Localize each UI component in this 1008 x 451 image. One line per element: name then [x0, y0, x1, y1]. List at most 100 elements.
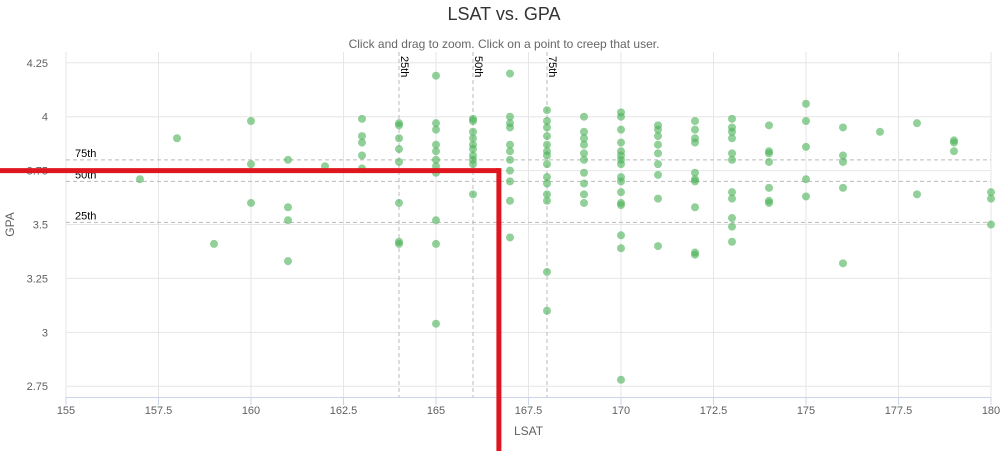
- data-point[interactable]: [617, 138, 625, 147]
- data-point[interactable]: [432, 147, 440, 156]
- data-point[interactable]: [728, 222, 736, 231]
- data-point[interactable]: [913, 190, 921, 199]
- data-point[interactable]: [728, 188, 736, 197]
- data-point[interactable]: [802, 117, 810, 125]
- data-point[interactable]: [543, 140, 551, 149]
- data-point[interactable]: [358, 138, 366, 147]
- data-point[interactable]: [654, 170, 662, 179]
- data-point[interactable]: [839, 123, 847, 132]
- data-point[interactable]: [580, 168, 588, 177]
- data-point[interactable]: [358, 132, 366, 141]
- data-point[interactable]: [728, 237, 736, 246]
- data-point[interactable]: [987, 194, 995, 203]
- data-point[interactable]: [469, 190, 477, 199]
- data-point[interactable]: [580, 198, 588, 207]
- data-point[interactable]: [728, 214, 736, 223]
- data-point[interactable]: [506, 112, 514, 121]
- data-point[interactable]: [728, 149, 736, 158]
- data-point[interactable]: [802, 142, 810, 151]
- data-point[interactable]: [691, 168, 699, 177]
- data-point[interactable]: [617, 112, 625, 121]
- data-point[interactable]: [543, 123, 551, 132]
- data-point[interactable]: [580, 149, 588, 158]
- data-point[interactable]: [358, 114, 366, 123]
- data-point[interactable]: [284, 203, 292, 212]
- data-point[interactable]: [580, 140, 588, 149]
- data-point[interactable]: [654, 132, 662, 141]
- data-point[interactable]: [617, 125, 625, 134]
- data-point[interactable]: [728, 114, 736, 123]
- data-point[interactable]: [395, 239, 403, 248]
- data-point[interactable]: [617, 244, 625, 253]
- data-point[interactable]: [691, 203, 699, 212]
- data-point[interactable]: [358, 151, 366, 160]
- data-point[interactable]: [691, 125, 699, 134]
- data-point[interactable]: [395, 121, 403, 130]
- data-point[interactable]: [543, 117, 551, 125]
- data-point[interactable]: [580, 155, 588, 164]
- data-point[interactable]: [173, 134, 181, 143]
- data-point[interactable]: [432, 155, 440, 164]
- data-point[interactable]: [543, 190, 551, 199]
- data-point[interactable]: [765, 149, 773, 158]
- data-point[interactable]: [469, 145, 477, 154]
- data-point[interactable]: [765, 198, 773, 207]
- data-point[interactable]: [654, 242, 662, 251]
- data-point[interactable]: [543, 196, 551, 205]
- data-point[interactable]: [580, 134, 588, 143]
- data-point[interactable]: [839, 151, 847, 160]
- data-point[interactable]: [987, 188, 995, 197]
- data-point[interactable]: [543, 267, 551, 276]
- data-point[interactable]: [506, 69, 514, 78]
- data-point[interactable]: [802, 99, 810, 108]
- data-point[interactable]: [765, 121, 773, 130]
- data-point[interactable]: [432, 239, 440, 248]
- data-point[interactable]: [654, 149, 662, 158]
- data-point[interactable]: [395, 198, 403, 207]
- data-point[interactable]: [691, 138, 699, 147]
- data-point[interactable]: [543, 132, 551, 141]
- data-point[interactable]: [395, 145, 403, 154]
- data-point[interactable]: [839, 183, 847, 192]
- data-point[interactable]: [136, 175, 144, 184]
- data-point[interactable]: [654, 140, 662, 149]
- data-point[interactable]: [284, 216, 292, 225]
- data-point[interactable]: [432, 71, 440, 80]
- data-point[interactable]: [617, 188, 625, 197]
- data-point[interactable]: [506, 233, 514, 242]
- data-point[interactable]: [802, 175, 810, 184]
- data-point[interactable]: [728, 127, 736, 136]
- data-point[interactable]: [617, 231, 625, 240]
- data-point[interactable]: [469, 117, 477, 125]
- data-point[interactable]: [210, 239, 218, 248]
- data-point[interactable]: [950, 138, 958, 147]
- data-point[interactable]: [765, 183, 773, 192]
- data-point[interactable]: [247, 198, 255, 207]
- data-point[interactable]: [617, 160, 625, 169]
- data-point[interactable]: [543, 151, 551, 160]
- data-point[interactable]: [839, 157, 847, 166]
- data-point[interactable]: [469, 134, 477, 143]
- data-point[interactable]: [802, 192, 810, 201]
- data-point[interactable]: [469, 127, 477, 136]
- data-point[interactable]: [432, 140, 440, 149]
- data-point[interactable]: [654, 160, 662, 169]
- data-point[interactable]: [617, 375, 625, 384]
- data-point[interactable]: [580, 127, 588, 136]
- data-point[interactable]: [543, 106, 551, 115]
- data-point[interactable]: [543, 160, 551, 169]
- data-point[interactable]: [432, 125, 440, 134]
- data-point[interactable]: [506, 166, 514, 175]
- data-point[interactable]: [543, 306, 551, 315]
- data-point[interactable]: [284, 155, 292, 164]
- data-point[interactable]: [987, 220, 995, 229]
- data-point[interactable]: [395, 134, 403, 143]
- data-point[interactable]: [839, 259, 847, 268]
- data-point[interactable]: [654, 125, 662, 134]
- data-point[interactable]: [506, 177, 514, 186]
- data-point[interactable]: [913, 119, 921, 128]
- data-point[interactable]: [728, 194, 736, 203]
- data-point[interactable]: [617, 177, 625, 186]
- data-point[interactable]: [580, 190, 588, 199]
